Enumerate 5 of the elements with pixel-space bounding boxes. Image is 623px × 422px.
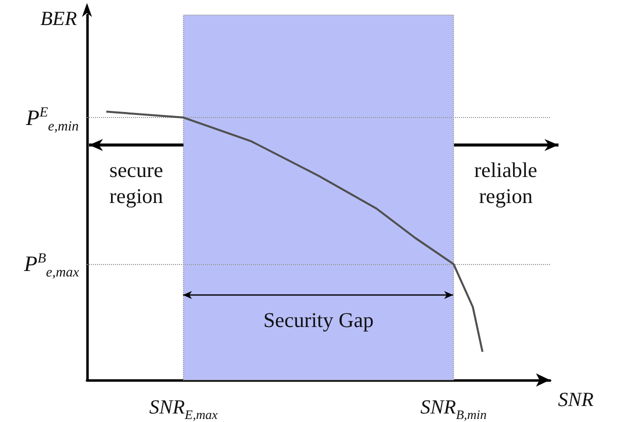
y-axis-title: BER	[40, 8, 77, 30]
x-axis-title: SNR	[558, 389, 594, 411]
annotation: reliable region	[473, 157, 538, 210]
annotation: Security Gap	[262, 307, 375, 334]
annotation: secure region	[108, 157, 164, 210]
